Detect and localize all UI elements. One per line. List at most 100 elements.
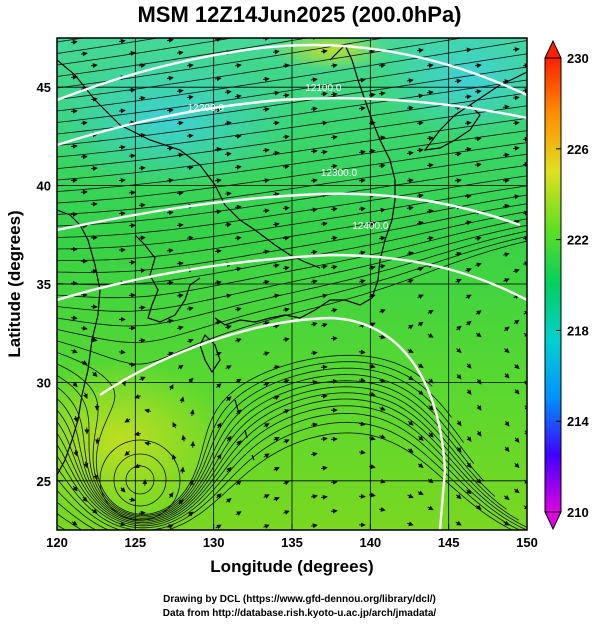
wind-arrow	[283, 480, 290, 486]
wind-arrow	[427, 478, 434, 484]
streamline	[57, 380, 485, 521]
wind-arrow	[273, 365, 280, 370]
x-tick-label: 125	[124, 535, 146, 550]
wind-arrow	[80, 154, 88, 160]
wind-arrow	[475, 262, 482, 268]
wind-arrow	[428, 432, 434, 438]
wind-arrow	[358, 178, 366, 184]
wind-arrow	[320, 436, 328, 442]
wind-arrow	[466, 489, 472, 495]
wind-arrow	[226, 466, 232, 473]
wind-arrow	[310, 350, 318, 356]
wind-arrow	[283, 510, 290, 515]
wind-arrow	[311, 422, 318, 428]
wind-arrow	[72, 381, 78, 388]
wind-arrow	[465, 220, 472, 226]
colorbar-tick-label: 226	[567, 142, 589, 157]
wind-arrow	[475, 504, 482, 510]
wind-arrow	[310, 148, 318, 154]
wind-arrow	[503, 520, 510, 526]
wind-arrow	[273, 395, 280, 401]
wind-arrow	[187, 306, 194, 312]
wind-arrow	[358, 106, 366, 112]
wind-arrow	[475, 236, 482, 241]
wind-arrow	[368, 92, 376, 98]
wind-arrow	[369, 322, 376, 328]
wind-arrow	[456, 325, 462, 331]
wind-arrow	[523, 261, 527, 267]
wind-arrow	[138, 235, 146, 241]
wind-arrow	[416, 193, 424, 199]
wind-arrow	[128, 50, 136, 56]
wind-arrow	[378, 63, 386, 69]
contour-label: 12200.0	[188, 103, 225, 114]
wind-arrow	[262, 208, 270, 214]
wind-arrow	[186, 165, 194, 171]
wind-arrow	[379, 378, 386, 383]
wind-arrow	[368, 48, 376, 54]
wind-arrow	[234, 204, 242, 210]
colorbar-tick-label: 222	[567, 233, 589, 248]
wind-arrow	[320, 49, 328, 54]
wind-arrow	[73, 449, 79, 457]
wind-arrow	[502, 152, 510, 158]
coastlines	[57, 43, 527, 476]
wind-arrow	[514, 389, 520, 395]
wind-arrow	[522, 161, 527, 167]
wind-arrow	[417, 294, 424, 300]
wind-arrow	[416, 48, 424, 53]
wind-arrow	[138, 202, 146, 208]
streamline	[57, 142, 527, 204]
wind-arrow	[504, 373, 510, 379]
wind-arrow	[70, 143, 78, 149]
wind-arrow	[283, 379, 290, 384]
wind-arrow	[426, 162, 434, 168]
streamline	[57, 105, 527, 169]
wind-arrow	[379, 264, 386, 269]
wind-arrow	[503, 252, 510, 258]
wind-arrow	[282, 134, 290, 140]
wind-arrow	[71, 348, 78, 354]
wind-arrow	[176, 50, 184, 56]
wind-arrow	[273, 496, 280, 502]
y-tick-label: 30	[37, 375, 51, 390]
streamline	[57, 524, 67, 530]
wind-arrow	[72, 485, 78, 492]
wind-arrow	[138, 338, 146, 344]
wind-arrow	[166, 210, 174, 216]
wind-arrow	[128, 190, 136, 196]
wind-arrow	[172, 421, 178, 429]
wind-arrow	[118, 144, 126, 150]
wind-arrow	[80, 325, 88, 331]
wind-arrow	[369, 391, 376, 397]
grid-lines	[57, 38, 527, 530]
wind-arrow	[474, 162, 482, 168]
wind-arrow	[407, 521, 414, 527]
wind-arrow	[118, 211, 126, 217]
wind-arrow	[406, 150, 414, 156]
colorbar-tick-label: 210	[567, 505, 589, 520]
wind-arrow	[236, 440, 242, 446]
wind-arrow	[368, 492, 376, 498]
wind-arrow	[379, 434, 386, 439]
wind-arrow	[321, 539, 327, 540]
streamline	[57, 367, 464, 518]
wind-arrow	[234, 133, 242, 139]
wind-arrow	[330, 508, 338, 514]
wind-arrow	[513, 268, 520, 274]
wind-arrow	[417, 539, 423, 541]
wind-arrow	[407, 251, 414, 257]
wind-arrow	[379, 406, 386, 411]
wind-arrow	[235, 378, 242, 384]
wind-arrow	[83, 392, 88, 399]
wind-arrow	[464, 94, 472, 100]
y-axis: 25 30 35 40 45	[37, 80, 63, 489]
wind-arrow	[216, 453, 222, 460]
wind-arrow	[417, 321, 424, 327]
wind-arrow	[514, 462, 520, 469]
streamline	[57, 432, 513, 530]
wind-arrow	[503, 203, 510, 209]
wind-arrow	[134, 394, 141, 399]
wind-arrow	[177, 293, 184, 299]
wind-arrow	[321, 322, 328, 328]
